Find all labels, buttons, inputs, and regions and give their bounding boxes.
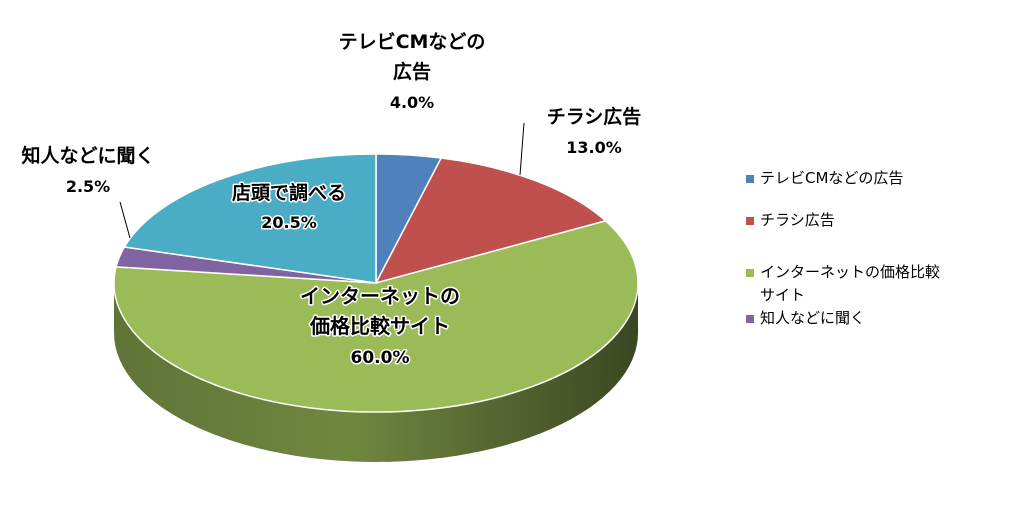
pie-tops	[113, 153, 639, 413]
slice-2-category-label: チラシ広告	[547, 105, 642, 128]
legend-label: インターネットの価格比較	[760, 263, 940, 281]
slice-3-top	[113, 220, 639, 413]
legend-item-4: 知人などに聞く	[746, 309, 865, 327]
slice-4-leader-line	[119, 201, 131, 239]
slice-1-category-label: テレビCMなどの	[339, 31, 486, 53]
slice-3-side	[114, 283, 638, 462]
legend-label: チラシ広告	[760, 211, 835, 229]
legend-label: サイト	[760, 286, 805, 304]
legend-swatch	[746, 269, 754, 277]
legend-swatch	[746, 217, 754, 225]
legend-swatch	[746, 315, 754, 323]
slice-4-category-label: 知人などに聞く	[21, 144, 154, 167]
legend-item-2: チラシ広告	[746, 211, 835, 229]
leader-lines	[119, 122, 525, 239]
slice-3-category-label: インターネットの	[300, 284, 460, 308]
slice-2-value-label: 13.0%	[566, 138, 622, 157]
slice-5-label: 店頭で調べる 20.5%	[230, 180, 347, 234]
slice-3-category-label: 価格比較サイト	[309, 314, 450, 338]
legend-swatch	[746, 175, 754, 183]
legend-item-1: テレビCMなどの広告	[746, 169, 903, 187]
slice-3-value-label: 60.0%	[351, 348, 410, 368]
slice-2-top	[375, 157, 607, 284]
slice-5-value-label: 20.5%	[261, 213, 317, 232]
legend-label: テレビCMなどの広告	[760, 169, 903, 187]
slice-5-top	[123, 153, 377, 284]
slice-4-label: 知人などに聞く 2.5%	[21, 144, 154, 196]
legend-label: 知人などに聞く	[760, 309, 865, 327]
pie-sides	[114, 283, 638, 462]
slice-4-value-label: 2.5%	[66, 177, 110, 196]
slice-1-value-label: 4.0%	[390, 93, 434, 112]
slice-2-leader-line	[519, 122, 525, 176]
slice-1-label: テレビCMなどの広告 4.0%	[339, 31, 486, 112]
slice-1-category-label: 広告	[393, 60, 431, 83]
slice-2-label: チラシ広告 13.0%	[547, 105, 642, 157]
slice-5-category-label: 店頭で調べる	[232, 181, 346, 204]
